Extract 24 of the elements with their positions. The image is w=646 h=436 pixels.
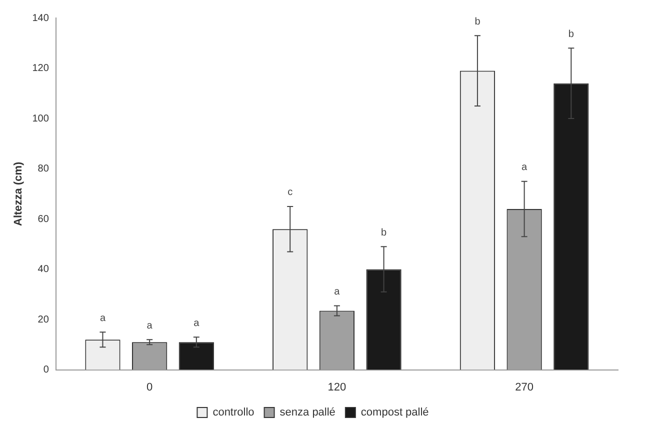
y-axis-title: Altezza (cm): [12, 161, 25, 226]
y-tick-label: 20: [38, 314, 50, 326]
annotation: a: [194, 318, 200, 329]
annotation: a: [100, 312, 106, 324]
legend-label: compost pallé: [360, 406, 429, 419]
annotation: c: [288, 187, 293, 198]
x-tick-label: 270: [515, 381, 534, 394]
y-tick-label: 140: [32, 12, 50, 24]
annotation: a: [146, 320, 153, 332]
annotation: b: [381, 227, 388, 238]
legend-label: controllo: [212, 406, 254, 419]
x-tick-label: 0: [146, 381, 153, 394]
annotation: a: [334, 286, 340, 298]
y-tick-label: 120: [32, 63, 50, 74]
annotation: a: [522, 162, 528, 174]
x-tick-label: 120: [328, 381, 346, 394]
y-tick-label: 60: [38, 214, 50, 225]
y-tick-label: 40: [38, 264, 50, 276]
legend-label: senza pallé: [280, 406, 336, 419]
annotation: b: [474, 16, 481, 28]
y-tick-label: 80: [38, 164, 50, 175]
annotation: b: [568, 28, 574, 40]
y-tick-label: 100: [32, 113, 50, 124]
y-tick-label: 0: [43, 364, 50, 376]
